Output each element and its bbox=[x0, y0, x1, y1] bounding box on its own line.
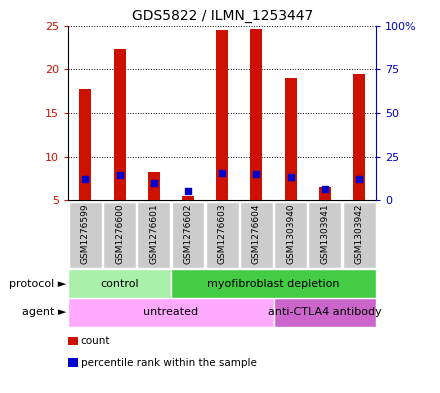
Text: GSM1276600: GSM1276600 bbox=[115, 203, 124, 264]
Title: GDS5822 / ILMN_1253447: GDS5822 / ILMN_1253447 bbox=[132, 9, 313, 23]
Text: GSM1276604: GSM1276604 bbox=[252, 203, 261, 264]
Point bbox=[184, 188, 191, 194]
Bar bbox=[274, 202, 307, 268]
Bar bbox=[148, 172, 160, 200]
Bar bbox=[308, 202, 341, 268]
Text: GSM1303941: GSM1303941 bbox=[320, 203, 330, 264]
Text: anti-CTLA4 antibody: anti-CTLA4 antibody bbox=[268, 307, 382, 317]
Text: protocol ►: protocol ► bbox=[9, 279, 66, 288]
Bar bbox=[240, 202, 273, 268]
Point bbox=[82, 175, 89, 182]
Bar bbox=[171, 269, 376, 298]
Bar bbox=[319, 187, 331, 200]
Text: percentile rank within the sample: percentile rank within the sample bbox=[81, 358, 257, 368]
Bar bbox=[137, 202, 170, 268]
Point bbox=[219, 170, 226, 176]
Text: myofibroblast depletion: myofibroblast depletion bbox=[207, 279, 340, 288]
Text: GSM1303940: GSM1303940 bbox=[286, 203, 295, 264]
Text: untreated: untreated bbox=[143, 307, 198, 317]
Bar bbox=[250, 29, 262, 200]
Bar bbox=[274, 298, 376, 327]
Text: GSM1276603: GSM1276603 bbox=[218, 203, 227, 264]
Bar bbox=[69, 202, 102, 268]
Bar bbox=[216, 30, 228, 200]
Point bbox=[150, 180, 157, 186]
Bar bbox=[206, 202, 238, 268]
Bar bbox=[68, 298, 274, 327]
Text: GSM1303942: GSM1303942 bbox=[355, 203, 363, 264]
Text: control: control bbox=[100, 279, 139, 288]
Bar bbox=[172, 202, 205, 268]
Bar bbox=[182, 196, 194, 200]
Bar bbox=[353, 73, 365, 200]
Text: count: count bbox=[81, 336, 110, 346]
Text: GSM1276601: GSM1276601 bbox=[149, 203, 158, 264]
Bar bbox=[343, 202, 375, 268]
Text: agent ►: agent ► bbox=[22, 307, 66, 317]
Text: GSM1276599: GSM1276599 bbox=[81, 203, 90, 264]
Bar bbox=[103, 202, 136, 268]
Bar bbox=[114, 49, 125, 200]
Bar bbox=[68, 269, 171, 298]
Point bbox=[116, 172, 123, 178]
Text: GSM1276602: GSM1276602 bbox=[183, 203, 192, 264]
Point bbox=[287, 174, 294, 180]
Bar bbox=[285, 78, 297, 200]
Point bbox=[321, 186, 328, 193]
Bar bbox=[79, 88, 92, 200]
Point bbox=[253, 171, 260, 177]
Point bbox=[356, 175, 363, 182]
